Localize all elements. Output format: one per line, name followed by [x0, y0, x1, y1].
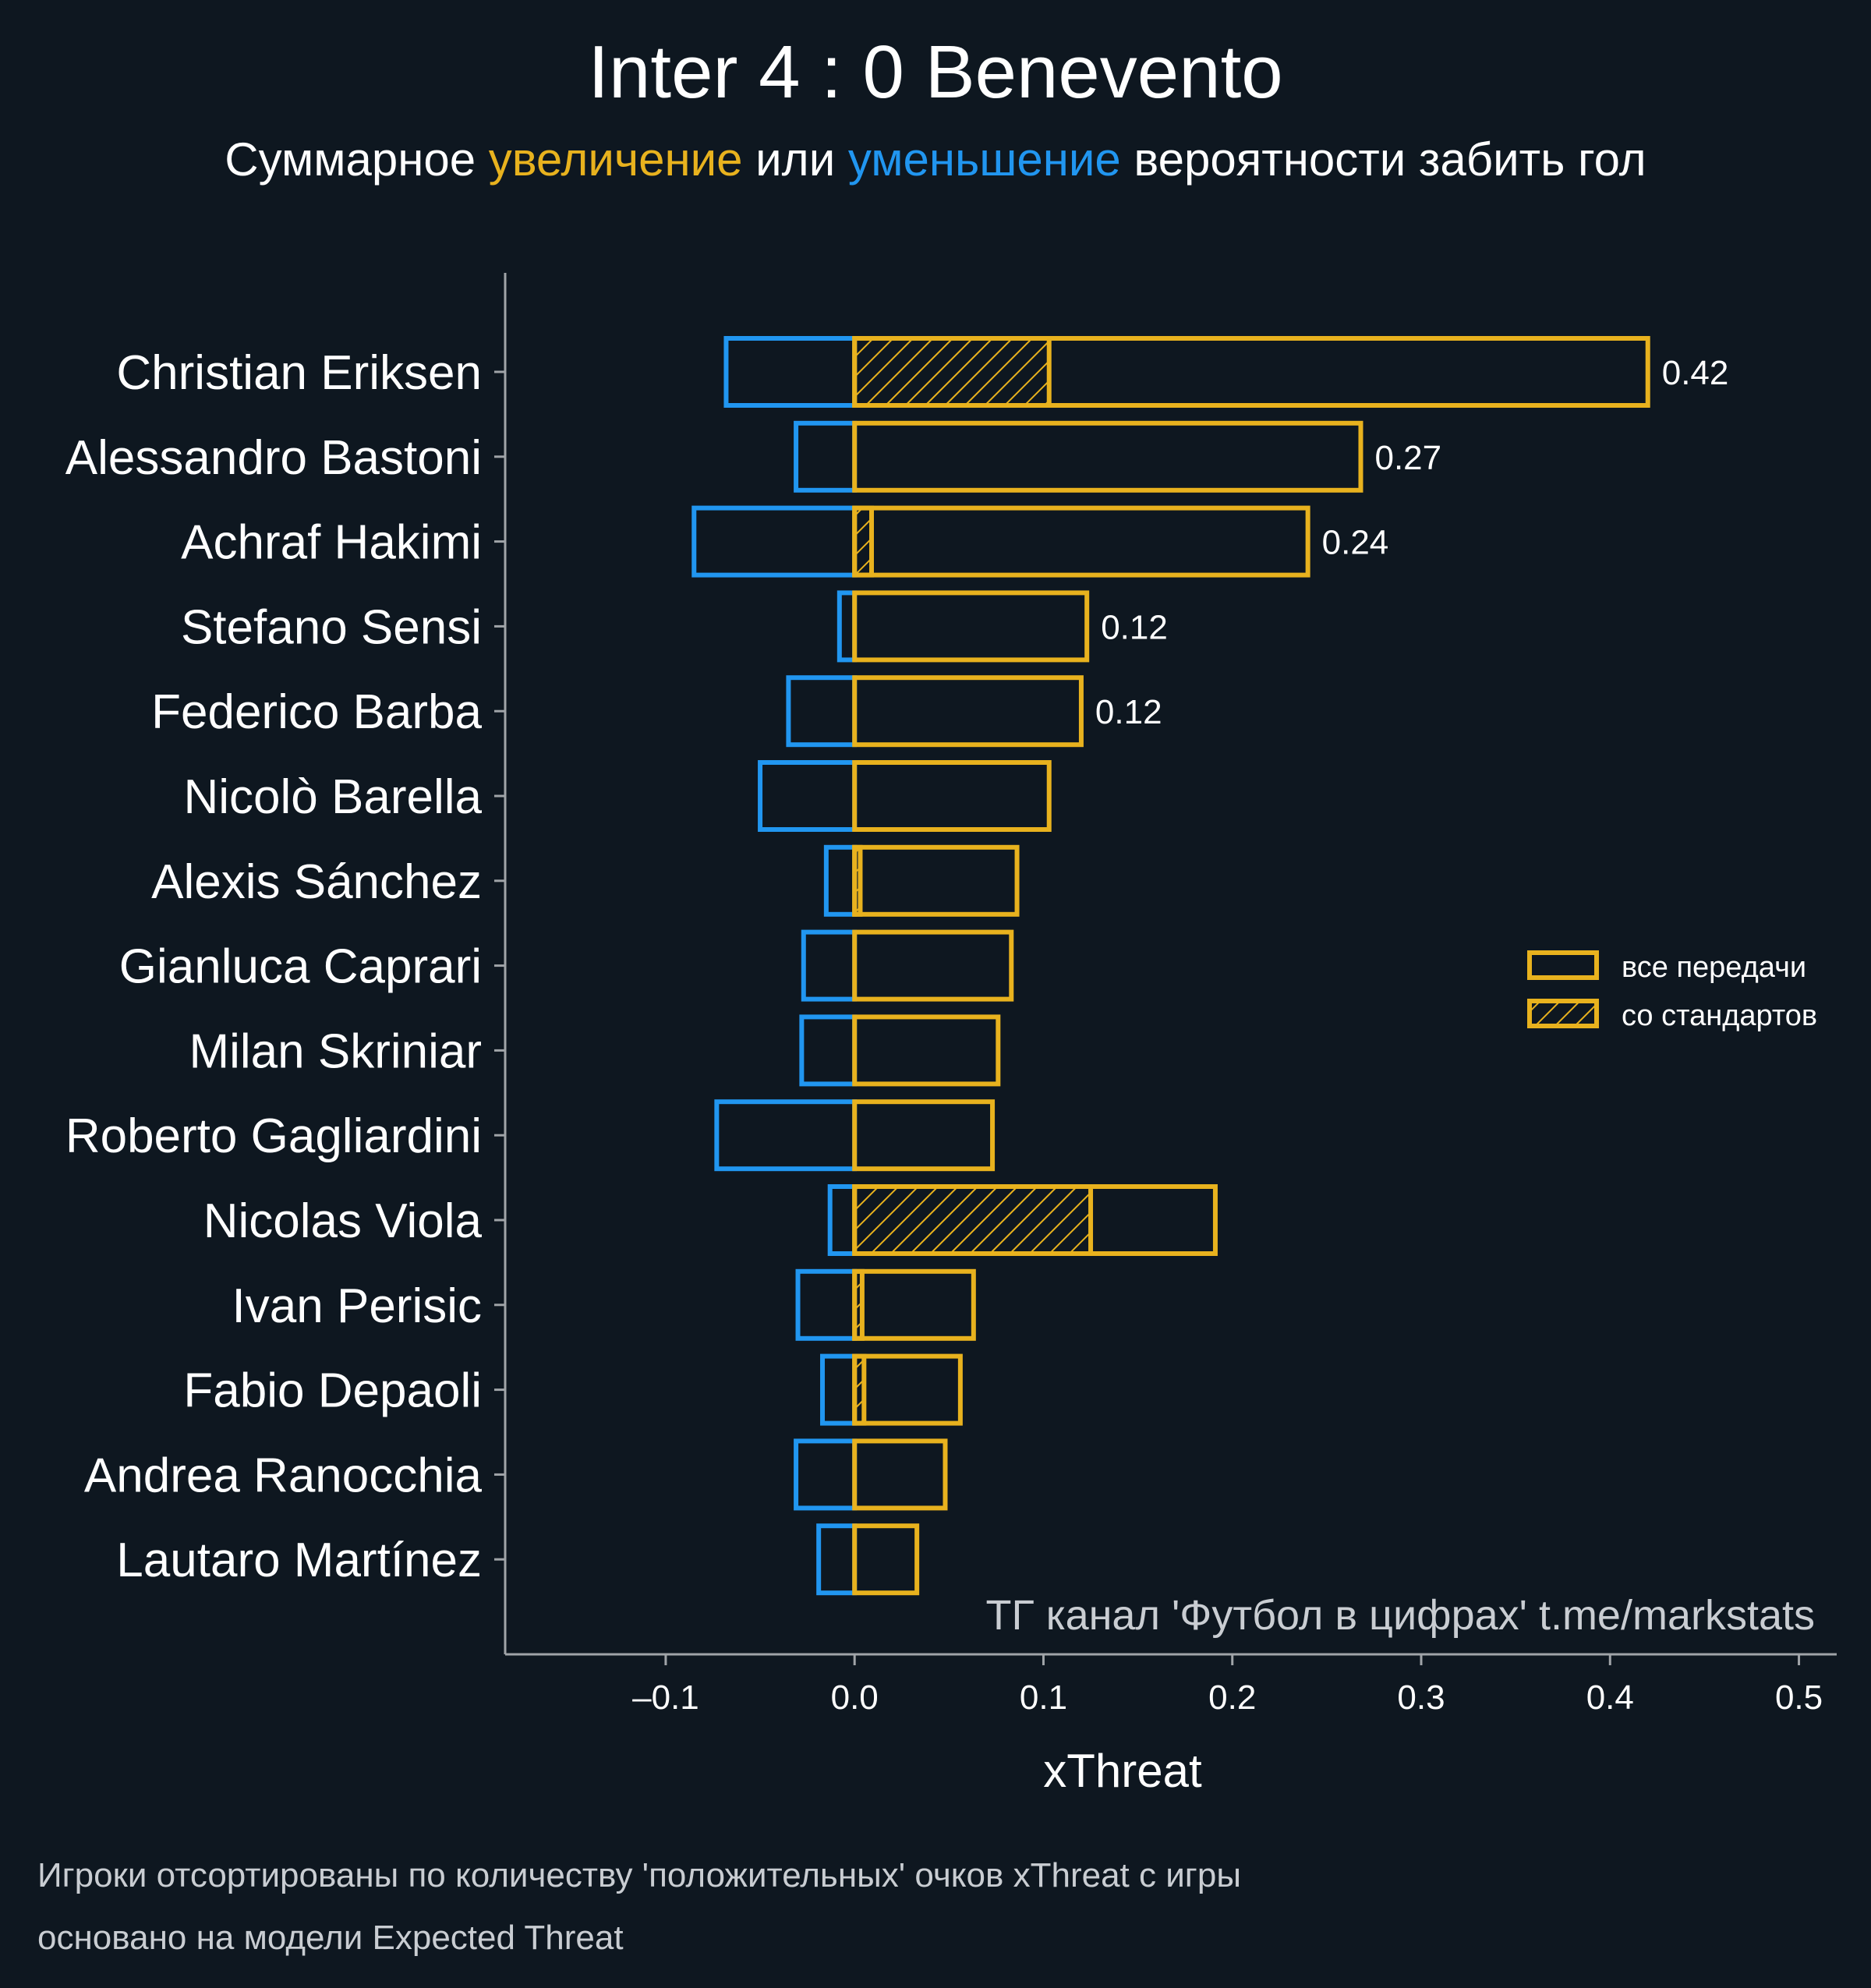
player-label-andrea-ranocchia: Andrea Ranocchia — [84, 1449, 483, 1502]
player-label-gianluca-caprari: Gianluca Caprari — [119, 940, 482, 994]
bar-negative-federico-barba — [786, 675, 858, 748]
bar-positive-milan-skriniar — [852, 1014, 1001, 1087]
player-label-alessandro-bastoni: Alessandro Bastoni — [65, 431, 482, 485]
bar-negative-nicolas-viola — [827, 1184, 858, 1256]
subtitle-part3: вероятности забить гол — [1121, 133, 1646, 186]
x-tick-label: 0.1 — [1020, 1678, 1067, 1717]
bar-negative-alessandro-bastoni — [794, 420, 858, 493]
player-label-stefano-sensi: Stefano Sensi — [181, 600, 482, 654]
player-label-achraf-hakimi: Achraf Hakimi — [181, 516, 482, 570]
player-label-christian-eriksen: Christian Eriksen — [116, 346, 482, 400]
subtitle-part1: Суммарное — [225, 133, 488, 186]
axes — [504, 273, 1837, 1656]
player-label-fabio-depaoli: Fabio Depaoli — [183, 1364, 482, 1418]
value-label-alessandro-bastoni: 0.27 — [1374, 439, 1441, 477]
bar-negative-gianluca-caprari — [801, 929, 858, 1002]
bar-positive-ivan-perisic — [852, 1268, 976, 1341]
bars — [691, 336, 1650, 1596]
x-ticks: –0.1 0.0 0.1 0.2 0.3 0.4 0.5 — [632, 1654, 1823, 1717]
player-label-lautaro-martinez: Lautaro Martínez — [116, 1533, 482, 1587]
player-label-roberto-gagliardini: Roberto Gagliardini — [65, 1109, 482, 1163]
subtitle-highlight-increase: увеличение — [489, 133, 743, 186]
legend-label-set-pieces: со стандартов — [1622, 999, 1817, 1032]
x-tick-label: 0.4 — [1586, 1678, 1634, 1717]
bar-negative-nicolo-barella — [758, 760, 858, 832]
bar-positive-andrea-ranocchia — [852, 1438, 948, 1511]
bar-positive-federico-barba — [852, 675, 1084, 748]
bar-setpiece-nicolas-viola — [852, 1184, 1094, 1256]
bar-positive-alexis-sanchez — [852, 844, 1020, 917]
bar-negative-andrea-ranocchia — [794, 1438, 858, 1511]
legend-swatch-all-passes — [1527, 950, 1599, 980]
bar-positive-nicolo-barella — [852, 760, 1052, 832]
subtitle-highlight-decrease: уменьшение — [848, 133, 1121, 186]
x-axis-label: xThreat — [1043, 1745, 1202, 1797]
x-tick-label: 0.2 — [1208, 1678, 1256, 1717]
bar-positive-achraf-hakimi — [852, 505, 1310, 578]
bar-negative-achraf-hakimi — [691, 505, 858, 578]
player-label-nicolas-viola: Nicolas Viola — [203, 1194, 483, 1248]
subtitle-part2: или — [743, 133, 848, 186]
bar-negative-roberto-gagliardini — [714, 1099, 858, 1172]
bar-positive-fabio-depaoli — [852, 1353, 963, 1426]
value-label-federico-barba: 0.12 — [1095, 693, 1162, 731]
value-labels: 0.42 0.27 0.24 0.12 0.12 — [1095, 354, 1728, 731]
player-label-nicolo-barella: Nicolò Barella — [183, 770, 482, 824]
chart-title: Inter 4 : 0 Benevento — [588, 30, 1282, 114]
player-label-milan-skriniar: Milan Skriniar — [189, 1024, 482, 1078]
legend-label-all-passes: все передачи — [1622, 951, 1806, 984]
legend-swatch-set-pieces — [1527, 999, 1599, 1028]
bar-positive-nicolas-viola — [852, 1184, 1218, 1256]
x-tick-label: 0.5 — [1775, 1678, 1823, 1717]
player-label-federico-barba: Federico Barba — [151, 685, 482, 739]
bar-positive-gianluca-caprari — [852, 929, 1014, 1002]
bar-positive-stefano-sensi — [852, 590, 1090, 663]
bar-setpiece-christian-eriksen — [852, 336, 1052, 408]
player-label-ivan-perisic: Ivan Perisic — [232, 1279, 482, 1333]
bar-positive-christian-eriksen — [852, 336, 1650, 408]
player-label-alexis-sanchez: Alexis Sánchez — [151, 855, 482, 909]
x-tick-label: –0.1 — [632, 1678, 699, 1717]
bar-negative-ivan-perisic — [795, 1268, 858, 1341]
bar-negative-milan-skriniar — [799, 1014, 858, 1087]
bar-positive-roberto-gagliardini — [852, 1099, 996, 1172]
bar-setpiece-achraf-hakimi — [852, 505, 875, 578]
footnote-line2: основано на модели Expected Threat — [37, 1919, 624, 1957]
bar-positive-lautaro-martinez — [852, 1523, 920, 1596]
player-labels: Christian Eriksen Alessandro Bastoni Achra… — [65, 346, 505, 1587]
bar-positive-alessandro-bastoni — [852, 420, 1363, 493]
footnote-line1: Игроки отсортированы по количеству 'поло… — [37, 1856, 1241, 1894]
legend: все передачи со стандартов — [1527, 950, 1817, 1032]
chart-subtitle: Суммарное увеличение или уменьшение веро… — [225, 133, 1646, 186]
value-label-achraf-hakimi: 0.24 — [1322, 524, 1389, 562]
value-label-christian-eriksen: 0.42 — [1662, 354, 1729, 392]
bar-negative-alexis-sanchez — [823, 844, 858, 917]
bar-negative-fabio-depaoli — [820, 1353, 858, 1426]
bar-negative-lautaro-martinez — [816, 1523, 858, 1596]
x-tick-label: 0.3 — [1397, 1678, 1445, 1717]
value-label-stefano-sensi: 0.12 — [1101, 608, 1168, 646]
bar-negative-christian-eriksen — [723, 336, 858, 408]
watermark-credit: ТГ канал 'Футбол в цифрах' t.me/markstat… — [986, 1592, 1815, 1639]
x-tick-label: 0.0 — [831, 1678, 879, 1717]
